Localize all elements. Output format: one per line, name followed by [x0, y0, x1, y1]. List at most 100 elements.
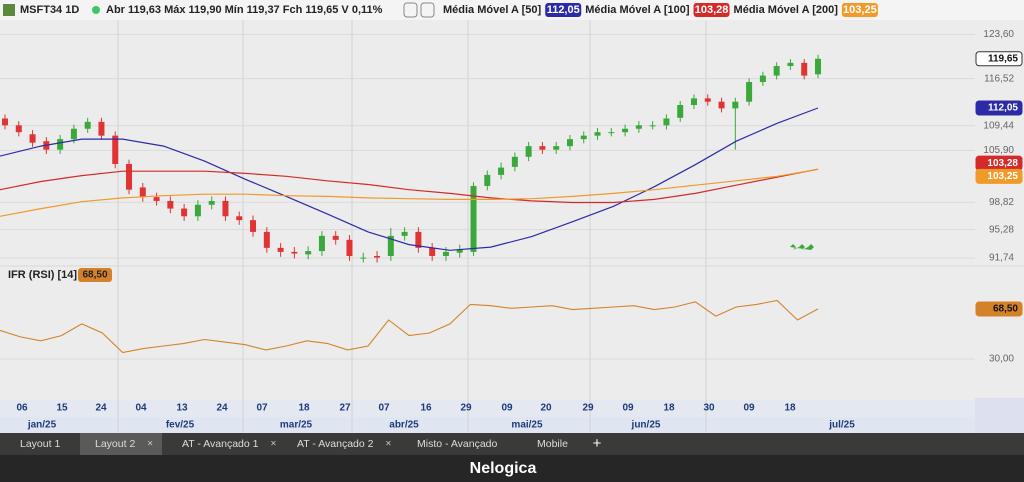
candle-body [470, 185, 477, 252]
candle-body [194, 204, 201, 217]
rsi-badge-box [975, 301, 1023, 317]
candle-body [566, 139, 573, 147]
candle-body [98, 121, 105, 136]
month-label: abr/25 [389, 420, 419, 431]
day-label: 07 [378, 403, 390, 414]
last-value-badge: 103,28 [987, 158, 1018, 169]
candle-body [236, 216, 243, 221]
tab-close[interactable]: × [147, 439, 153, 450]
add-button[interactable] [420, 2, 435, 18]
day-label: 24 [95, 403, 107, 414]
candle-body [305, 251, 312, 255]
candle-body [84, 121, 91, 129]
tab[interactable]: Layout 1 [20, 438, 60, 450]
rsi-name: IFR (RSI) [14] [8, 269, 77, 281]
tab-bar [0, 433, 1024, 455]
candle-body [773, 66, 780, 76]
tab[interactable]: Misto - Avançado [417, 438, 498, 450]
candle-body [511, 156, 518, 167]
tab[interactable]: AT - Avançado 2 [297, 438, 374, 450]
header-bar [0, 0, 1024, 20]
indicator-name: Média Móvel A [200] [734, 4, 839, 16]
y-tick-label: 109,44 [983, 120, 1014, 131]
day-label: 06 [16, 403, 28, 414]
candle-body [746, 82, 753, 102]
last-price-badge: 119,65 [988, 53, 1018, 64]
y-tick-label: 105,90 [983, 145, 1014, 156]
candle-body [442, 251, 449, 256]
candle-body [759, 75, 766, 83]
day-label: 30 [703, 403, 715, 414]
candle-body [374, 255, 381, 258]
status-dot [92, 6, 100, 14]
moving-average-line [0, 168, 819, 217]
day-label: 18 [298, 403, 310, 414]
candle-body [525, 146, 532, 157]
y-tick-label: 123,60 [983, 29, 1014, 40]
indicator-badge: 103,28 [695, 4, 729, 16]
candle-body [318, 235, 325, 252]
candle-body [360, 257, 367, 259]
day-label: 07 [256, 403, 268, 414]
indicator-badge: 103,25 [843, 4, 877, 16]
candle-body [250, 220, 257, 232]
month-label: jan/25 [27, 420, 57, 431]
last-value-badge: 103,25 [987, 171, 1018, 182]
day-label: 29 [582, 403, 594, 414]
candle-body [153, 197, 160, 201]
candle-body [690, 98, 697, 106]
tabs: Layout 1 Layout 2 × AT - Avançado 1 × AT - Av… [20, 438, 568, 450]
y-tick-label: 98,82 [989, 197, 1014, 208]
candle-body [332, 235, 339, 240]
tab[interactable]: AT - Avançado 1 [182, 438, 259, 450]
candle-body [126, 163, 133, 190]
tab[interactable]: Layout 2 [95, 438, 135, 450]
indicator-name: Média Móvel A [100] [585, 4, 690, 16]
new-tab[interactable]: + [593, 435, 602, 452]
signal-markers [790, 244, 814, 250]
candle-body [415, 231, 422, 248]
day-label: 18 [663, 403, 675, 414]
day-label: 04 [135, 403, 147, 414]
settings-button[interactable] [403, 2, 418, 18]
y-tick-label: 91,74 [989, 253, 1014, 264]
candle-body [704, 98, 711, 102]
candle-body [498, 167, 505, 175]
month-label: mai/25 [511, 420, 543, 431]
day-label: 09 [501, 403, 513, 414]
candle-body [677, 105, 684, 118]
moving-average-line [0, 168, 819, 204]
tab-close[interactable]: × [270, 439, 276, 450]
candle-body [167, 200, 174, 209]
candle-body [387, 235, 394, 256]
indicator-badge-box [545, 3, 582, 17]
moving-average-line [0, 107, 819, 251]
candle-body [594, 132, 601, 136]
candle-body [208, 200, 215, 205]
candle-body [815, 58, 821, 75]
indicator-name: Média Móvel A [50] [443, 4, 542, 16]
candle-body [29, 134, 36, 143]
y-tick-label: 116,52 [984, 73, 1014, 84]
candle-body [580, 135, 587, 140]
tab[interactable]: Mobile [537, 438, 568, 450]
day-label: 13 [176, 403, 188, 414]
candle-body [787, 62, 794, 67]
candle-body [456, 249, 463, 253]
brand: Nelogica [470, 460, 537, 477]
candle-body [70, 128, 77, 140]
last-value-badge-box [975, 168, 1023, 184]
candle-body [649, 125, 656, 127]
candle-body [139, 187, 146, 198]
corner-box [975, 398, 1024, 433]
candle-body [608, 132, 615, 134]
day-label: 29 [460, 403, 472, 414]
candle-body [539, 146, 546, 150]
footer [0, 455, 1024, 482]
indicator-legend: Média Móvel A [50] 112,05 Média Móvel A [1… [443, 3, 878, 17]
indicator-badge-box [693, 3, 730, 17]
tab-close[interactable]: × [385, 439, 391, 450]
candle-body [484, 174, 491, 186]
candle-body [429, 247, 436, 256]
candle-body [635, 125, 642, 129]
